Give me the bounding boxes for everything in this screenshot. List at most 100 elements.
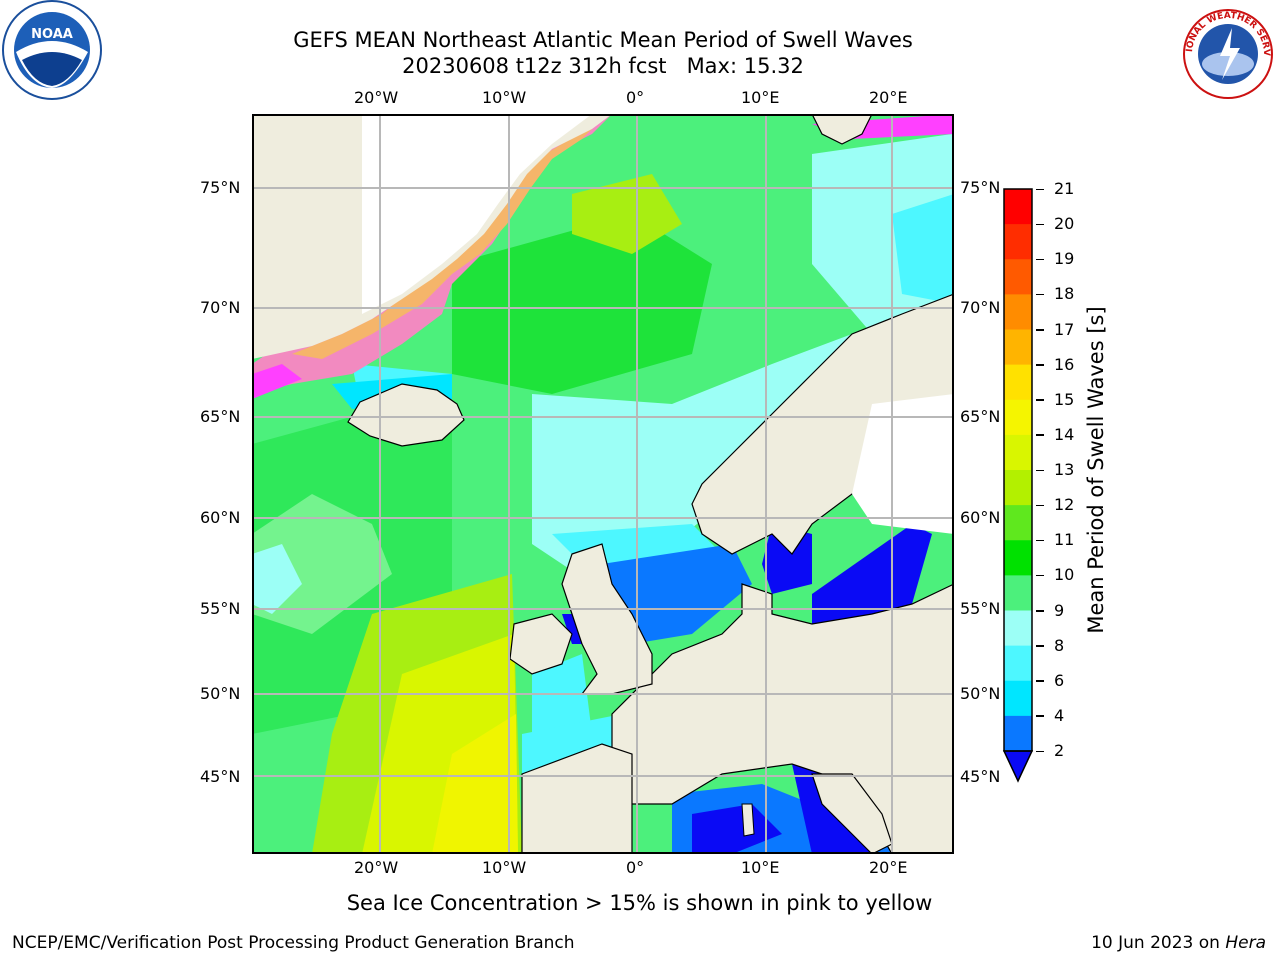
colorbar-tick-label: 12: [1054, 495, 1075, 515]
lon-label-top-20w: 20°W: [354, 88, 399, 107]
colorbar-segment: [1004, 224, 1032, 260]
noaa-logo: NOAA: [0, 0, 104, 104]
colorbar-tick-label: 21: [1054, 179, 1075, 198]
colorbar-segment: [1004, 294, 1032, 330]
colorbar-segment: [1004, 364, 1032, 401]
map-title-line2: 20230608 t12z 312h fcst Max: 15.32: [402, 54, 804, 78]
colorbar-tick-label: 4: [1054, 705, 1065, 725]
colorbar-label: Mean Period of Swell Waves [s]: [1084, 306, 1108, 634]
colorbar-tick-label: 20: [1054, 214, 1075, 234]
colorbar: [1002, 188, 1034, 783]
lat-label-right-75n: 75°N: [960, 178, 1001, 197]
colorbar-tick-mark: [1036, 504, 1044, 507]
svalbard: [811, 114, 873, 145]
lat-label-right-70n: 70°N: [960, 298, 1001, 317]
lat-label-left-55n: 55°N: [200, 599, 241, 618]
colorbar-segment: [1004, 610, 1032, 647]
lon-label-bottom-10e: 10°E: [741, 858, 780, 877]
colorbar-tick-mark: [1036, 329, 1044, 331]
iceland: [347, 383, 465, 447]
colorbar-tick-label: 17: [1054, 319, 1075, 339]
colorbar-tick-label: 6: [1054, 670, 1065, 690]
graticule: [252, 114, 954, 854]
footer-branch: NCEP/EMC/Verification Post Processing Pr…: [12, 933, 575, 953]
lat-label-left-65n: 65°N: [200, 407, 241, 426]
colorbar-segment: [1004, 434, 1032, 471]
nws-logo-icon: NATIONAL WEATHER SERVICE: [1174, 0, 1273, 99]
colorbar-tick-label: 10: [1054, 565, 1075, 585]
colorbar-frame: [1003, 188, 1033, 752]
colorbar-segment: [1004, 715, 1032, 752]
colorbar-tick-label: 18: [1054, 284, 1075, 304]
lat-label-left-60n: 60°N: [200, 508, 241, 527]
lon-label-top-10w: 10°W: [482, 88, 527, 107]
colorbar-tick-mark: [1036, 188, 1044, 190]
lon-label-bottom-10w: 10°W: [482, 858, 527, 877]
colorbar-tick-label: 11: [1054, 530, 1075, 550]
lat-label-left-70n: 70°N: [200, 298, 241, 317]
noaa-logo-icon: NOAA: [2, 0, 102, 100]
map-area: [252, 114, 954, 854]
greenland-ice: [362, 114, 592, 314]
lon-label-bottom-20w: 20°W: [354, 858, 399, 877]
colorbar-tick-mark: [1036, 434, 1044, 436]
iberia: [521, 743, 633, 854]
nws-logo: NATIONAL WEATHER SERVICE: [1174, 0, 1278, 102]
colorbar-segment: [1004, 575, 1032, 611]
colorbar-tick-mark: [1036, 715, 1044, 717]
footer-host: Hera: [1225, 933, 1266, 953]
colorbar-segment: [1004, 470, 1032, 506]
lon-label-top-10e: 10°E: [741, 88, 780, 107]
colorbar-tick-mark: [1036, 750, 1044, 752]
lat-label-right-45n: 45°N: [960, 767, 1001, 786]
gulf-of-bothnia-ice: [852, 394, 954, 534]
colorbar-tick-label: 2: [1054, 741, 1065, 760]
lat-label-left-75n: 75°N: [200, 178, 241, 197]
colorbar-tick-mark: [1036, 364, 1044, 366]
lat-label-right-50n: 50°N: [960, 684, 1001, 703]
map-frame: [252, 114, 954, 854]
colorbar-segment: [1004, 540, 1032, 576]
lat-label-left-50n: 50°N: [200, 684, 241, 703]
colorbar-tick-label: 15: [1054, 389, 1075, 409]
colorbar-segment: [1004, 505, 1032, 541]
colorbar-segment: [1004, 329, 1032, 366]
colorbar-tick-mark: [1036, 258, 1044, 261]
colorbar-tick-mark: [1036, 645, 1044, 647]
colorbar-tick-label: 16: [1054, 354, 1075, 374]
colorbar-segment: [1004, 680, 1032, 717]
map-title-line1: GEFS MEAN Northeast Atlantic Mean Period…: [293, 28, 913, 52]
colorbar-tick-mark: [1036, 680, 1044, 682]
colorbar-segment: [1004, 645, 1032, 682]
colorbar-tick-label: 19: [1054, 249, 1075, 269]
continental-europe: [611, 583, 954, 854]
colorbar-tick-mark: [1036, 539, 1044, 542]
lon-label-top-20e: 20°E: [869, 88, 908, 107]
lat-label-left-45n: 45°N: [200, 767, 241, 786]
lon-label-bottom-0: 0°: [626, 858, 645, 877]
colorbar-tick-mark: [1036, 610, 1044, 612]
colorbar-segment: [1004, 189, 1032, 225]
lon-label-bottom-20e: 20°E: [869, 858, 908, 877]
lon-label-top-0: 0°: [626, 88, 645, 107]
colorbar-tick-mark: [1036, 293, 1044, 296]
colorbar-extend-arrow: [1002, 750, 1034, 783]
corsica: [741, 803, 755, 837]
colorbar-tick-mark: [1036, 574, 1044, 577]
sea-ice-note: Sea Ice Concentration > 15% is shown in …: [346, 891, 933, 915]
lat-label-right-55n: 55°N: [960, 599, 1001, 618]
footer-date: 10 Jun 2023 on Hera: [1091, 933, 1266, 953]
colorbar-tick-label: 14: [1054, 424, 1075, 444]
footer-date-text: 10 Jun 2023 on: [1091, 933, 1226, 953]
colorbar-tick-label: 8: [1054, 635, 1065, 655]
noaa-logo-text: NOAA: [31, 27, 73, 42]
italy: [811, 773, 893, 854]
colorbar-segment: [1004, 259, 1032, 295]
colorbar-tick-label: 13: [1054, 460, 1075, 479]
colorbar-tick-mark: [1036, 399, 1044, 401]
colorbar-segment: [1004, 399, 1032, 436]
lat-label-right-65n: 65°N: [960, 407, 1001, 426]
colorbar-tick-mark: [1036, 469, 1044, 471]
colorbar-tick-label: 9: [1054, 600, 1065, 620]
colorbar-tick-mark: [1036, 223, 1044, 226]
